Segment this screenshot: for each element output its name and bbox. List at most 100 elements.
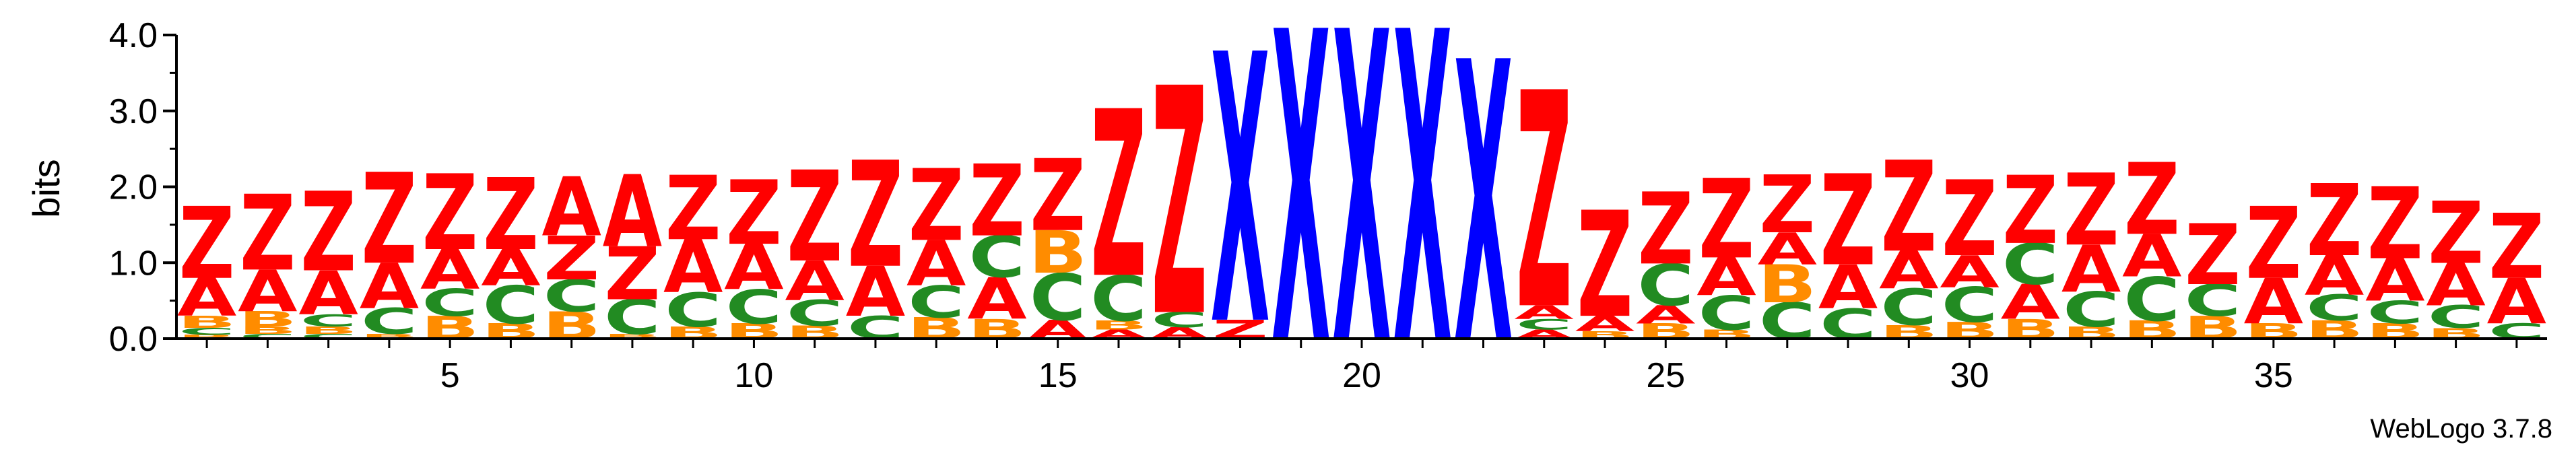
x-tick-label: 15 [1038,356,1078,395]
x-tick-label: 5 [440,356,460,395]
logo-glyph-c: C [1090,263,1147,336]
logo-glyph-c: C [726,281,783,335]
logo-glyph-c: C [178,326,235,337]
logo-glyph-a: A [967,266,1027,333]
logo-glyph-z: Z [1152,23,1208,386]
logo-glyph-c: C [1880,279,1937,337]
logo-glyph-z: Z [543,224,599,294]
logo-glyph-z: Z [2367,167,2423,282]
logo-glyph-z: Z [2185,208,2241,304]
y-tick-label: 2.0 [109,168,158,207]
logo-glyph-a: A [906,228,966,301]
logo-glyph-b: B [603,333,661,341]
logo-glyph-z: Z [422,153,478,275]
x-tick-label: 10 [735,356,774,395]
logo-glyph-a: A [1758,223,1818,274]
logo-glyph-z: Z [1759,160,1815,252]
logo-glyph-c: C [1637,252,1694,319]
logo-glyph-b: B [178,312,236,332]
logo-glyph-z: Z [1820,149,1876,294]
logo-glyph-b: B [360,333,418,341]
logo-glyph-z: Z [909,149,964,264]
logo-glyph-z: Z [1577,180,1633,351]
logo-glyph-x: X [1393,0,1452,440]
logo-glyph-a: A [603,155,663,270]
logo-glyph-z: Z [726,163,782,266]
logo-glyph-a: A [1636,300,1696,329]
logo-glyph-z: Z [1516,30,1572,375]
logo-glyph-a: A [1575,312,1635,336]
logo-glyph-z: Z [848,130,904,300]
logo-glyph-c: C [969,224,1026,291]
logo-glyph-x: X [1272,0,1331,440]
x-tick-label: 30 [1950,356,1989,395]
logo-glyph-z: Z [2124,143,2180,258]
logo-glyph-c: C [665,283,721,338]
logo-glyph-c: C [787,293,843,334]
logo-glyph-a: A [2305,245,2364,308]
x-axis-ticks: 5 10 15 20 25 30 35 [205,339,2518,395]
logo-glyph-z: Z [2063,153,2119,269]
logo-glyph-c: C [2428,299,2484,335]
logo-glyph-c: C [604,290,661,345]
logo-glyph-c: C [239,333,296,341]
y-tick-label: 4.0 [109,16,158,55]
y-tick-label: 3.0 [109,92,158,131]
logo-glyph-a: A [2426,251,2485,319]
logo-glyph-a: A [785,250,844,313]
logo-glyph-a: A [177,267,236,328]
logo-glyph-a: A [1818,253,1878,323]
logo-glyph-z: Z [2488,196,2544,300]
logo-glyph-c: C [908,277,964,327]
logo-glyph-c: C [543,271,600,321]
logo-glyph-a: A [846,252,906,333]
logo-glyph-a: A [1515,302,1574,323]
logo-glyph-a: A [1879,240,1938,301]
logo-glyph-b: B [178,334,236,340]
logo-glyph-a: A [298,259,358,329]
logo-glyph-z: Z [2307,164,2363,279]
logo-glyph-z: Z [179,187,235,302]
logo-glyph-a: A [541,160,601,255]
logo-glyph-a: A [238,258,298,325]
logo-glyph-z: Z [1030,139,1086,254]
logo-glyph-c: C [1698,287,1755,341]
logo-glyph-c: C [2185,275,2241,326]
logo-glyph-a: A [2244,265,2303,339]
logo-glyph-z: Z [2428,184,2484,283]
logo-glyph-a: A [2487,265,2546,339]
logo-glyph-z: Z [2245,187,2301,302]
logo-glyph-b: B [1089,318,1148,333]
logo-glyph-z: Z [1942,160,1997,281]
logo-glyph-z: Z [300,170,356,296]
logo-glyph-a: A [481,240,541,298]
logo-glyph-c: C [422,281,478,324]
logo-glyph-z: Z [1091,63,1147,329]
logo-glyph-c: C [2002,232,2059,298]
logo-glyph-c: C [361,301,418,342]
logo-glyph-a: A [2001,275,2061,331]
logo-glyph-c: C [1151,308,1208,332]
logo-glyph-b: B [238,307,297,331]
logo-glyph-z: Z [240,174,296,295]
logo-glyph-z: Z [604,232,660,316]
logo-glyph-z: Z [969,145,1025,260]
logo-glyph-c: C [2367,294,2423,331]
y-axis-label: bits [25,159,67,217]
logo-glyph-b: B [238,324,297,337]
logo-glyph-c: C [2063,283,2119,338]
logo-glyph-z: Z [665,158,721,261]
logo-glyph-b: B [1028,219,1087,287]
logo-glyph-a: A [420,239,480,302]
logo-glyph-c: C [1516,316,1573,333]
y-tick-label: 0.0 [109,320,158,359]
logo-glyph-a: A [1940,246,2000,297]
logo-glyph-c: C [1942,278,1998,333]
logo-glyph-c: C [2306,287,2363,329]
logo-glyph-z: Z [1698,157,1754,283]
logo-glyph-z: Z [361,147,417,292]
logo-glyph-c: C [2123,265,2180,335]
x-tick-label: 35 [2254,356,2293,395]
logo-glyph-c: C [300,333,357,341]
